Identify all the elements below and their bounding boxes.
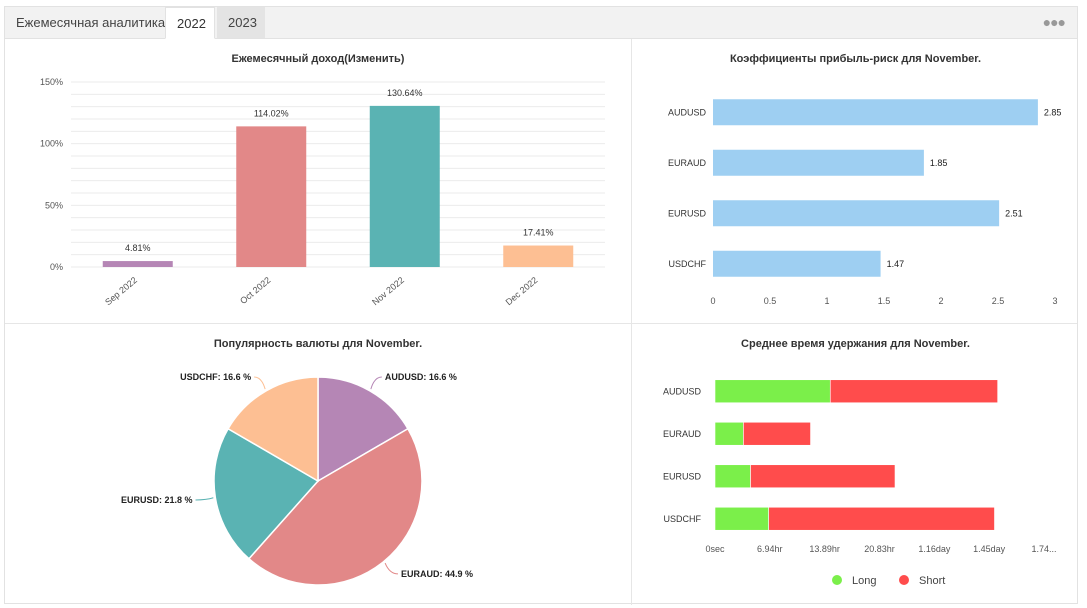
currency-popularity-chart: Популярность валюты для November. AUDUSD… (5, 324, 631, 605)
x-tick-label: 13.89hr (809, 544, 840, 554)
x-tick-label: 0sec (705, 544, 725, 554)
x-tick-label: 6.94hr (757, 544, 783, 554)
stacked-bar-segment (829, 379, 998, 404)
y-tick-label: 150% (40, 77, 63, 87)
x-tick-label: Oct 2022 (238, 275, 272, 306)
data-label: 1.47 (887, 259, 905, 269)
chart-title: Ежемесячный доход(Изменить) (231, 53, 405, 65)
pie-connector (370, 376, 382, 390)
stacked-bar-segment (714, 421, 744, 446)
x-tick-label: 1.5 (878, 296, 891, 306)
monthly-income-chart: Ежемесячный доход(Изменить) 0% 50% 100% 150… (5, 39, 631, 323)
legend-marker (899, 575, 909, 585)
y-tick-label: AUDUSD (668, 107, 707, 117)
y-tick-label: USDCHF (664, 514, 702, 524)
holding-time-chart: Среднее время удержания для November. 0s… (632, 324, 1079, 605)
bar (713, 200, 1000, 227)
panel-title: Ежемесячная аналитика (16, 15, 166, 30)
y-tick-label: AUDUSD (663, 386, 702, 396)
x-tick-label: 1.74... (1031, 544, 1056, 554)
pie-label: EURAUD: 44.9 % (401, 569, 473, 579)
y-tick-label: USDCHF (669, 259, 707, 269)
tab-2023[interactable]: 2023 (217, 7, 265, 38)
legend-marker (832, 575, 842, 585)
stacked-bar-segment (768, 506, 995, 531)
pie-slice (213, 427, 320, 560)
legend-label: Long (852, 575, 876, 587)
holding-time-svg: 0sec 6.94hr 13.89hr 20.83hr 1.16day 1.45day 1.… (663, 379, 1057, 587)
monthly-income-svg: 0% 50% 100% 150% 4.81% Sep 2022 114.02% Oct 202… (40, 77, 605, 307)
y-tick-label: 50% (45, 200, 63, 210)
divider-horizontal (5, 323, 1077, 324)
pie-connector (254, 376, 266, 390)
y-tick-label: EURUSD (668, 208, 707, 218)
bar (713, 250, 881, 277)
chart-title: Среднее время удержания для November. (741, 338, 970, 350)
stacked-bar-segment (714, 464, 751, 489)
x-tick-label: 1.16day (918, 544, 951, 554)
divider-vertical (631, 39, 632, 605)
bar (236, 126, 307, 267)
currency-popularity-svg: AUDUSD: 16.6 % EURAUD: 44.9 % EURUSD: 21.8… (121, 372, 473, 586)
bar (503, 245, 574, 267)
y-tick-label: EURAUD (668, 158, 707, 168)
pie-label: USDCHF: 16.6 % (180, 372, 251, 382)
pie-label: AUDUSD: 16.6 % (385, 372, 457, 382)
stacked-bar-segment (714, 506, 769, 531)
legend-label: Short (919, 575, 945, 587)
analytics-panel: Ежемесячная аналитика 2022 2023 ●●● Ежем… (4, 6, 1079, 605)
x-tick-label: 0 (710, 296, 715, 306)
profit-risk-chart: Коэффициенты прибыль-риск для November. … (632, 39, 1079, 323)
data-label: 1.85 (930, 158, 948, 168)
x-tick-label: 1.45day (973, 544, 1006, 554)
chart-title: Популярность валюты для November. (213, 338, 423, 350)
x-tick-label: 2 (938, 296, 943, 306)
x-tick-label: Dec 2022 (504, 275, 540, 307)
pie-label: EURUSD: 21.8 % (121, 495, 193, 505)
data-label: 2.85 (1044, 107, 1062, 117)
data-label: 114.02% (254, 108, 289, 118)
bar (713, 149, 924, 176)
data-label: 130.64% (387, 88, 423, 98)
bar (102, 261, 173, 267)
data-label: 2.51 (1005, 208, 1023, 218)
pie-slice (227, 376, 319, 483)
pie-connector (195, 497, 214, 501)
profit-risk-svg: 0 0.5 1 1.5 2 2.5 3 AUDUSD 2.85 EURAUD 1.85 EURUSD 2… (668, 99, 1062, 306)
tab-2022[interactable]: 2022 (165, 7, 215, 39)
more-dots-icon[interactable]: ●●● (1042, 14, 1066, 30)
x-tick-label: Nov 2022 (370, 275, 406, 307)
data-label: 17.41% (523, 228, 554, 238)
y-tick-label: EURAUD (663, 429, 702, 439)
x-tick-label: 20.83hr (864, 544, 895, 554)
x-tick-label: 3 (1052, 296, 1057, 306)
y-tick-label: 100% (40, 139, 63, 149)
bar (369, 105, 440, 267)
pie-slice (247, 427, 423, 586)
chart-title: Коэффициенты прибыль-риск для November. (729, 53, 982, 65)
x-tick-label: 2.5 (992, 296, 1005, 306)
x-tick-label: Sep 2022 (103, 275, 139, 307)
data-label: 4.81% (125, 243, 151, 253)
tab-bar: Ежемесячная аналитика 2022 2023 ●●● (5, 7, 1077, 39)
stacked-bar-segment (714, 379, 831, 404)
x-tick-label: 1 (824, 296, 829, 306)
y-tick-label: 0% (50, 262, 63, 272)
pie-slice (317, 376, 409, 483)
y-tick-label: EURUSD (663, 471, 702, 481)
stacked-bar-segment (750, 464, 896, 489)
x-tick-label: 0.5 (764, 296, 777, 306)
pie-connector (384, 562, 398, 575)
stacked-bar-segment (743, 421, 811, 446)
bar (713, 99, 1038, 126)
